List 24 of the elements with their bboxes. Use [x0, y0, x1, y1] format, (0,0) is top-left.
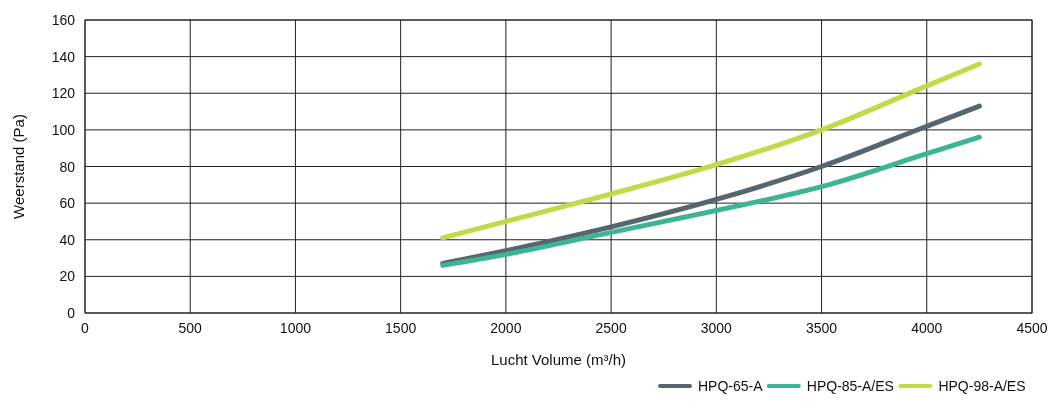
x-tick-label: 2500	[595, 320, 627, 336]
legend-label: HPQ-98-A/ES	[938, 378, 1026, 394]
x-axis-title: Lucht Volume (m³/h)	[490, 351, 627, 368]
x-tick-label: 1000	[279, 320, 312, 336]
x-tick-label: 3000	[700, 320, 733, 336]
y-tick-label: 120	[51, 85, 76, 102]
y-tick-label: 60	[59, 195, 76, 212]
x-tick-label: 1500	[385, 320, 417, 336]
x-tick-label: 4000	[911, 320, 943, 336]
x-tick-label: 0	[81, 320, 90, 336]
y-axis-title: Weerstand (Pa)	[10, 114, 27, 219]
y-tick-label: 160	[51, 12, 76, 28]
x-tick-label: 500	[178, 320, 203, 336]
y-tick-label: 100	[51, 121, 76, 138]
y-tick-label: 40	[59, 231, 76, 248]
legend-label: HPQ-65-A	[698, 378, 764, 394]
y-tick-label: 20	[59, 268, 76, 285]
x-tick-label: 2000	[490, 320, 522, 336]
legend-label: HPQ-85-A/ES	[806, 378, 894, 394]
y-tick-label: 80	[59, 158, 76, 175]
x-tick-label: 4500	[1016, 320, 1048, 336]
y-tick-label: 140	[51, 48, 76, 65]
y-tick-label: 0	[67, 305, 76, 321]
x-tick-label: 3500	[805, 320, 838, 336]
